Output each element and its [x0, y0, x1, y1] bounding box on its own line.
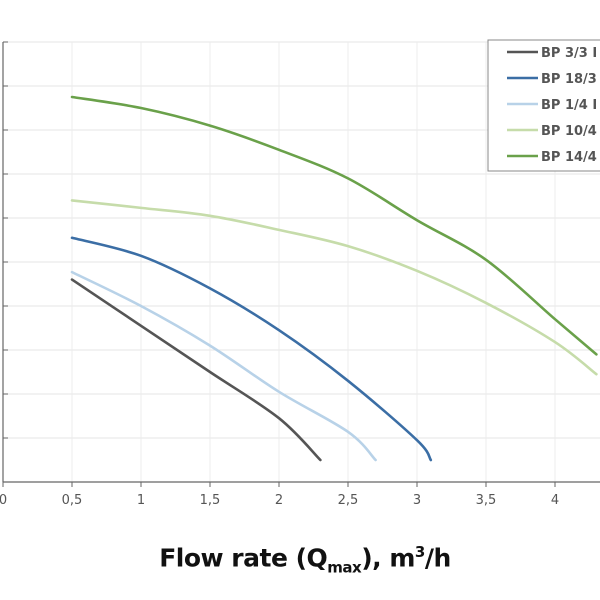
series-lines — [70, 95, 598, 462]
x-tick-label: 2,5 — [338, 493, 359, 508]
series-line-bp-18-3 — [70, 236, 433, 462]
x-tick-label: 2 — [275, 493, 283, 508]
x-tick-labels: 0 0,5 1 1,5 2 2,5 3 3,5 4 — [0, 493, 559, 508]
series-line-bp-1-4-i — [70, 270, 377, 462]
legend: BP 3/3 I BP 18/3 BP 1/4 I BP 10/4 BP 14/4 — [487, 39, 600, 172]
x-tick-label: 0,5 — [62, 493, 83, 508]
legend-label: BP 10/4 — [541, 124, 597, 139]
axes — [2, 41, 600, 487]
series-line-bp-14-4 — [70, 95, 598, 356]
x-tick-label: 3 — [413, 493, 421, 508]
legend-label: BP 18/3 — [541, 72, 597, 87]
series-line-bp-10-4 — [70, 199, 598, 376]
grid — [3, 41, 600, 482]
x-tick-label: 3,5 — [476, 493, 497, 508]
legend-label: BP 1/4 I — [541, 98, 597, 113]
x-tick-label: 1 — [137, 493, 145, 508]
legend-label: BP 14/4 — [541, 150, 597, 165]
x-tick-label: 1,5 — [200, 493, 221, 508]
x-tick-label: 4 — [551, 493, 559, 508]
x-tick-label: 0 — [0, 493, 7, 508]
series-line-bp-3-3-i — [70, 278, 322, 462]
x-axis-title: Flow rate (Qmax), m3/h — [159, 543, 451, 577]
legend-box — [487, 39, 600, 172]
legend-label: BP 3/3 I — [541, 46, 597, 61]
